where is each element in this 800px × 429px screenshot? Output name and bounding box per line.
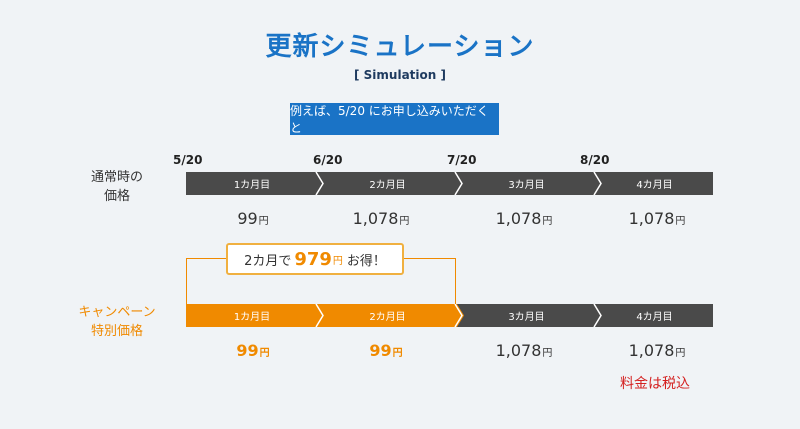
campaign-segment: 1カ月目 [186,304,318,327]
yen-unit: 円 [542,216,553,227]
price-value: 1,078 [352,209,399,228]
page-subtitle: [ Simulation ] [354,68,446,82]
price-value: 1,078 [495,341,542,360]
callout-prefix: 2カ月で [244,253,292,269]
regular-price: 1,078円 [617,209,697,228]
price-value: 99 [236,341,259,360]
campaign-segment: 4カ月目 [596,304,713,327]
yen-unit: 円 [542,348,553,359]
regular-price-label: 通常時の 価格 [62,168,172,206]
regular-segment: 3カ月目 [457,172,596,195]
campaign-price-label: キャンペーン 特別価格 [62,303,172,341]
regular-segment: 2カ月目 [318,172,457,195]
price-value: 1,078 [628,341,675,360]
date-label: 7/20 [447,153,477,167]
regular-segment: 1カ月目 [186,172,318,195]
segment-label: 1カ月目 [233,180,271,191]
campaign-price: 99円 [213,341,293,360]
price-value: 1,078 [628,209,675,228]
regular-segment: 4カ月目 [596,172,713,195]
price-value: 1,078 [495,209,542,228]
campaign-timeline-bar: 1カ月目 2カ月目 3カ月目 4カ月目 [186,304,713,327]
date-label: 8/20 [580,153,610,167]
segment-label: 3カ月目 [508,180,545,191]
regular-label-line1: 通常時の [90,170,143,185]
segment-label: 2カ月目 [369,180,406,191]
regular-price: 1,078円 [484,209,564,228]
callout-amount: 979 [294,248,332,270]
yen-unit: 円 [259,348,270,359]
tax-included-note: 料金は税込 [620,376,690,392]
campaign-label-line2: 特別価格 [90,324,143,339]
yen-unit: 円 [399,216,410,227]
date-label: 5/20 [173,153,203,167]
campaign-price: 1,078円 [484,341,564,360]
yen-unit: 円 [392,348,403,359]
campaign-segment: 3カ月目 [457,304,596,327]
campaign-segment: 2カ月目 [318,304,457,327]
callout-yen: 円 [332,255,343,267]
yen-unit: 円 [258,216,269,227]
segment-label: 4カ月目 [636,180,673,191]
callout-suffix: お得！ [346,253,386,269]
savings-callout: 2カ月で 979 円 お得！ [226,243,404,275]
date-label: 6/20 [313,153,343,167]
yen-unit: 円 [675,348,686,359]
regular-label-line2: 価格 [103,189,130,204]
regular-price: 99円 [213,209,293,228]
segment-label: 1カ月目 [233,312,271,323]
campaign-label-line1: キャンペーン [78,305,156,320]
regular-timeline-bar: 1カ月目 2カ月目 3カ月目 4カ月目 [186,172,713,195]
page-title: 更新シミュレーション [265,32,535,62]
price-value: 99 [369,341,392,360]
segment-label: 3カ月目 [508,312,545,323]
campaign-bar-graphic [186,304,713,327]
yen-unit: 円 [675,216,686,227]
campaign-price: 1,078円 [617,341,697,360]
regular-price: 1,078円 [341,209,421,228]
price-value: 99 [237,209,258,228]
segment-label: 4カ月目 [636,312,673,323]
example-button[interactable]: 例えば、5/20 にお申し込みいただくと [290,103,499,135]
campaign-price: 99円 [346,341,426,360]
segment-label: 2カ月目 [369,312,406,323]
regular-bar-graphic [186,172,713,195]
